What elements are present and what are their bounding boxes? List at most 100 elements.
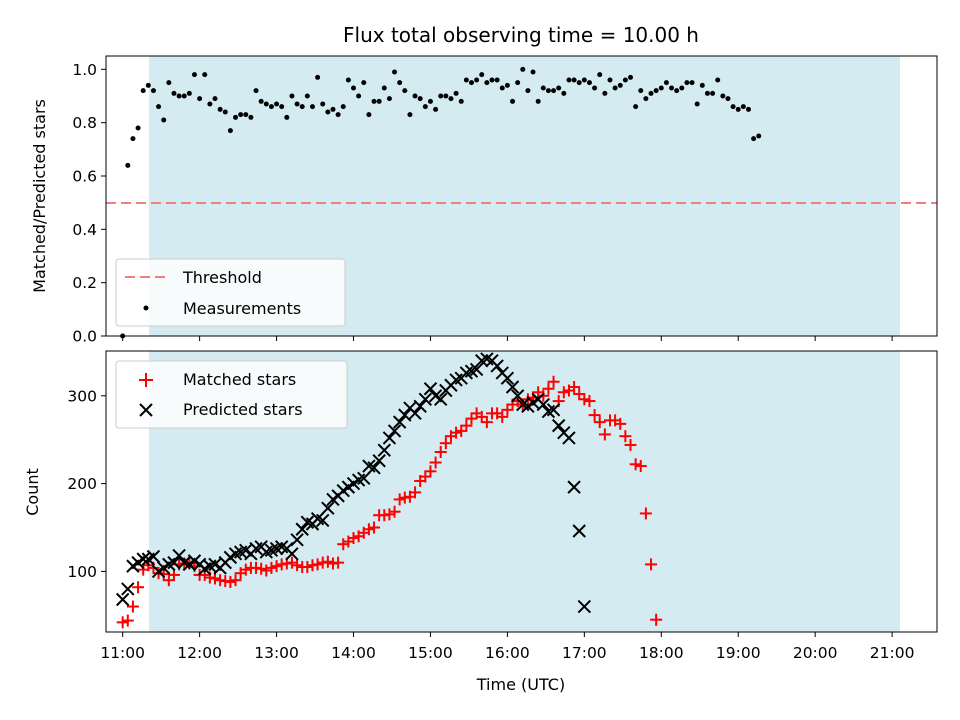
measurement-point bbox=[166, 80, 172, 86]
measurement-point bbox=[304, 93, 310, 99]
predicted-star-point bbox=[382, 431, 397, 445]
predicted-star-point bbox=[392, 415, 407, 429]
predicted-star-point bbox=[423, 382, 438, 396]
matched-star-point bbox=[475, 410, 488, 423]
measurement-point bbox=[520, 66, 526, 72]
measurement-point bbox=[176, 93, 182, 99]
matched-star-point bbox=[229, 574, 242, 587]
predicted-star-point bbox=[377, 443, 391, 457]
bottom-legend-box bbox=[115, 360, 348, 429]
matched-star-point bbox=[573, 388, 586, 401]
top-y-axis-label: Matched/Predicted stars bbox=[30, 99, 49, 293]
measurement-point bbox=[545, 88, 551, 94]
measurement-point bbox=[735, 106, 741, 112]
matched-star-point bbox=[588, 409, 601, 422]
measurement-point bbox=[202, 72, 208, 78]
measurement-point bbox=[658, 85, 664, 91]
measurement-point bbox=[222, 109, 228, 115]
predicted-star-point bbox=[372, 454, 386, 468]
measurement-point bbox=[150, 88, 156, 94]
measurement-point bbox=[515, 80, 521, 86]
top-y-ticks: 0.0 0.2 0.4 0.6 0.8 1.0 bbox=[72, 61, 106, 346]
top-y-tick-label: 0.2 bbox=[72, 274, 97, 292]
measurement-point bbox=[135, 125, 141, 131]
measurement-point bbox=[704, 90, 710, 96]
measurement-point bbox=[468, 80, 474, 86]
predicted-star-point bbox=[434, 392, 448, 407]
predicted-star-point bbox=[413, 399, 427, 414]
matched-star-point bbox=[388, 505, 401, 518]
measurement-point bbox=[674, 88, 680, 94]
predicted-star-point bbox=[387, 424, 402, 438]
measurement-point bbox=[448, 96, 454, 102]
measurement-point bbox=[740, 104, 746, 110]
predicted-star-point bbox=[316, 513, 330, 528]
x-tick-label: 18:00 bbox=[639, 644, 684, 662]
matched-star-point bbox=[285, 556, 298, 569]
predicted-star-point bbox=[367, 461, 381, 475]
predicted-star-point bbox=[121, 582, 135, 596]
predicted-star-point bbox=[172, 548, 186, 563]
matched-star-point bbox=[419, 470, 432, 483]
measurement-point bbox=[602, 90, 608, 96]
matched-star-point bbox=[126, 600, 139, 613]
measurement-point bbox=[407, 112, 413, 118]
matched-star-point bbox=[501, 403, 514, 416]
measurement-point bbox=[581, 77, 587, 83]
measurement-point bbox=[699, 82, 705, 88]
x-tick-label: 17:00 bbox=[562, 644, 607, 662]
predicted-star-point bbox=[505, 380, 520, 394]
matched-star-point bbox=[480, 416, 493, 429]
measurement-point bbox=[628, 74, 634, 80]
measurement-point bbox=[402, 88, 408, 94]
matched-star-point bbox=[650, 613, 663, 626]
matched-star-point bbox=[583, 395, 596, 408]
measurement-point bbox=[479, 72, 485, 78]
predicted-star-point bbox=[290, 533, 304, 547]
top-y-tick-label: 0.0 bbox=[72, 328, 97, 346]
measurement-point bbox=[643, 96, 649, 102]
measurement-point bbox=[412, 93, 418, 99]
measurement-point bbox=[458, 98, 464, 104]
matched-star-point bbox=[393, 493, 406, 506]
measurement-point bbox=[181, 93, 187, 99]
measurement-point bbox=[689, 80, 695, 86]
matched-star-point bbox=[116, 616, 129, 629]
legend-matched-label: Matched stars bbox=[183, 370, 296, 389]
measurement-point bbox=[612, 85, 618, 91]
x-tick-label: 14:00 bbox=[331, 644, 376, 662]
measurement-point bbox=[463, 77, 469, 83]
measurement-point bbox=[217, 106, 223, 112]
measurement-point bbox=[504, 82, 510, 88]
matched-star-point bbox=[624, 438, 637, 451]
measurement-point bbox=[161, 117, 167, 123]
measurement-point bbox=[710, 90, 716, 96]
top-y-tick-label: 0.6 bbox=[72, 168, 97, 186]
measurement-point bbox=[366, 112, 372, 118]
predicted-star-point bbox=[567, 480, 581, 494]
measurement-point bbox=[551, 88, 557, 94]
measurement-point bbox=[212, 96, 218, 102]
predicted-star-point bbox=[408, 406, 422, 421]
matched-star-point bbox=[593, 416, 606, 429]
bottom-axes-frame bbox=[105, 350, 938, 633]
measurement-point bbox=[663, 80, 669, 86]
measurement-point bbox=[233, 114, 239, 120]
bottom-y-axis-label: Count bbox=[23, 468, 42, 516]
legend-predicted-label: Predicted stars bbox=[183, 400, 303, 419]
measurement-point bbox=[330, 106, 336, 112]
measurement-point bbox=[397, 80, 403, 86]
matched-star-point bbox=[162, 574, 175, 587]
matched-star-point bbox=[132, 581, 145, 594]
predicted-star-point bbox=[146, 549, 161, 564]
chart-title: Flux total observing time = 10.00 h bbox=[343, 23, 699, 47]
matched-star-point bbox=[578, 393, 591, 406]
legend-matched-swatch bbox=[139, 373, 153, 387]
measurement-point bbox=[730, 104, 736, 110]
measurement-point bbox=[474, 77, 480, 83]
measurement-point bbox=[361, 80, 367, 86]
measurement-point bbox=[386, 96, 392, 102]
measurement-point bbox=[197, 96, 203, 102]
matched-star-point bbox=[465, 412, 478, 425]
matched-star-point bbox=[450, 426, 463, 439]
